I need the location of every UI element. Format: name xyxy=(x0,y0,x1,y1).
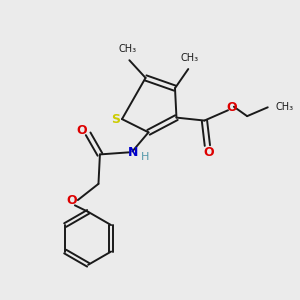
Text: CH₃: CH₃ xyxy=(119,44,137,54)
Text: CH₃: CH₃ xyxy=(275,102,293,112)
Text: O: O xyxy=(66,194,77,207)
Text: H: H xyxy=(140,152,149,162)
Text: CH₃: CH₃ xyxy=(181,52,199,63)
Text: O: O xyxy=(76,124,87,137)
Text: N: N xyxy=(128,146,138,159)
Text: S: S xyxy=(111,112,120,126)
Text: O: O xyxy=(203,146,214,159)
Text: O: O xyxy=(226,101,237,114)
